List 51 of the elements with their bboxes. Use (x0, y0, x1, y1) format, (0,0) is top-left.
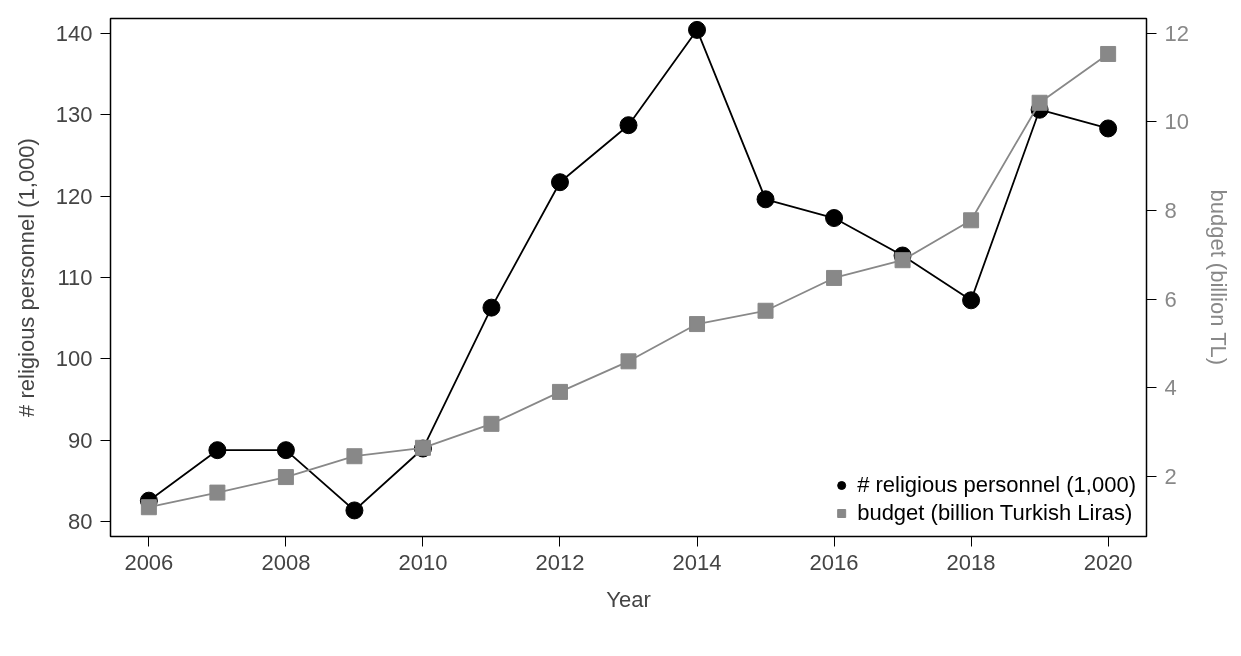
legend-label: # religious personnel (1,000) (857, 472, 1136, 498)
point (345, 501, 364, 520)
y-tick-label: 90 (68, 427, 93, 453)
y2-tick-label: 4 (1164, 375, 1177, 401)
y-tick-label: 80 (68, 509, 93, 535)
point (140, 499, 157, 516)
point (482, 298, 501, 317)
y-tick-label: 130 (55, 102, 93, 128)
point (277, 469, 294, 486)
point (756, 190, 775, 209)
point (620, 353, 637, 370)
y-tick-label: 100 (55, 346, 93, 372)
point (894, 252, 911, 269)
point (346, 448, 363, 465)
point (208, 441, 227, 460)
x-tick-label: 2008 (261, 549, 311, 575)
y-tick-label: 140 (55, 20, 93, 46)
y2-tick-label: 8 (1164, 198, 1177, 224)
legend-label: budget (billion Turkish Liras) (857, 500, 1133, 526)
point (963, 212, 980, 229)
point (1031, 94, 1048, 111)
point (551, 383, 568, 400)
point (209, 484, 226, 501)
point (688, 20, 707, 39)
point (276, 441, 295, 460)
y2-axis-title: budget (billion TL) (1205, 189, 1231, 366)
x-tick-label: 2006 (124, 549, 174, 575)
point (483, 415, 500, 432)
y-tick-label: 120 (55, 183, 93, 209)
y2-tick-label: 12 (1164, 20, 1189, 46)
y2-tick-label: 6 (1164, 286, 1177, 312)
x-axis-title: Year (606, 586, 651, 612)
y2-tick-label: 2 (1164, 464, 1177, 490)
x-tick-label: 2020 (1083, 549, 1133, 575)
point (619, 116, 638, 135)
point (1100, 45, 1117, 62)
point (1099, 119, 1118, 138)
point (757, 302, 774, 319)
x-tick-label: 2016 (809, 549, 859, 575)
x-tick-label: 2018 (946, 549, 996, 575)
point (962, 291, 981, 310)
y-tick-label: 110 (57, 265, 93, 290)
y2-tick-label: 10 (1164, 109, 1189, 135)
point (826, 269, 843, 286)
x-tick-label: 2014 (672, 549, 722, 575)
point (689, 316, 706, 333)
point (550, 173, 569, 192)
x-tick-label: 2012 (535, 549, 585, 575)
y-axis-title: # religious personnel (1,000) (13, 138, 39, 417)
x-tick-label: 2010 (398, 549, 448, 575)
point (825, 209, 844, 228)
